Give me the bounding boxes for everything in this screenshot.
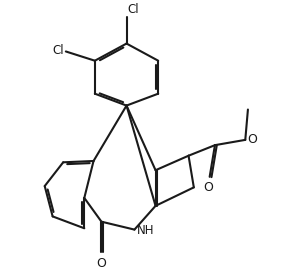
- Text: O: O: [97, 257, 106, 270]
- Text: NH: NH: [137, 224, 154, 238]
- Text: Cl: Cl: [128, 3, 139, 16]
- Text: O: O: [203, 181, 213, 194]
- Text: Cl: Cl: [52, 44, 64, 57]
- Text: O: O: [247, 133, 257, 146]
